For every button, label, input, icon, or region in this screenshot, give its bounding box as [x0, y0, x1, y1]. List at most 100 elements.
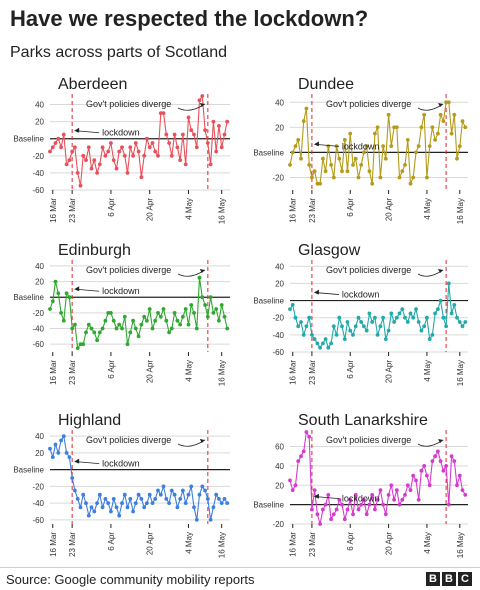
- data-point: [381, 315, 385, 320]
- data-point: [386, 328, 391, 333]
- data-point: [73, 322, 77, 327]
- data-point: [397, 502, 402, 507]
- data-point: [203, 128, 208, 133]
- data-point: [217, 124, 221, 128]
- y-tick-label: -20: [272, 520, 284, 529]
- data-point: [331, 512, 336, 517]
- data-point: [455, 315, 459, 320]
- data-point: [95, 171, 99, 175]
- lockdown-arrow: [315, 292, 339, 295]
- y-tick-label: -40: [32, 169, 44, 178]
- baseline-label: Baseline: [13, 135, 44, 144]
- data-point: [106, 311, 111, 315]
- data-point: [299, 454, 303, 459]
- y-tick-label: 20: [35, 449, 44, 458]
- data-point: [50, 299, 55, 303]
- data-point: [378, 175, 383, 180]
- data-point: [222, 314, 227, 319]
- data-point: [156, 153, 160, 158]
- data-point: [433, 454, 437, 459]
- data-point: [436, 449, 440, 454]
- data-point: [147, 145, 152, 150]
- lockdown-arrow: [76, 130, 100, 134]
- x-tick-label: 4 May: [423, 532, 432, 554]
- data-point: [95, 338, 99, 343]
- data-point: [86, 322, 91, 327]
- data-point: [175, 145, 180, 150]
- data-point: [133, 501, 138, 505]
- x-tick-label: 20 Apr: [385, 360, 394, 383]
- data-point: [301, 333, 306, 337]
- data-point: [164, 132, 169, 137]
- data-point: [452, 459, 457, 463]
- lockdown-arrow: [76, 461, 100, 465]
- data-point: [61, 132, 66, 137]
- data-point: [139, 175, 144, 180]
- data-point: [416, 497, 421, 502]
- data-point: [463, 125, 468, 130]
- data-point: [323, 502, 328, 507]
- data-point: [81, 342, 86, 347]
- data-point: [192, 132, 196, 137]
- data-point: [172, 311, 177, 315]
- data-point: [340, 324, 344, 329]
- data-point: [290, 303, 295, 307]
- data-point: [136, 492, 141, 497]
- data-point: [181, 488, 185, 493]
- data-point: [106, 501, 111, 505]
- data-point: [373, 131, 377, 136]
- data-point: [153, 497, 158, 501]
- data-point: [194, 326, 199, 331]
- data-point: [389, 311, 394, 316]
- data-point: [200, 94, 205, 98]
- data-point: [97, 162, 102, 167]
- data-point: [370, 493, 375, 497]
- data-point: [340, 169, 344, 174]
- data-point: [364, 144, 369, 149]
- data-point: [197, 492, 202, 497]
- data-point: [194, 517, 199, 522]
- data-point: [304, 106, 309, 111]
- data-point: [225, 119, 230, 124]
- data-point: [444, 464, 448, 468]
- y-tick-label: -60: [272, 348, 284, 357]
- data-point: [337, 156, 342, 161]
- data-point: [189, 484, 194, 489]
- data-point: [131, 509, 136, 514]
- data-point: [419, 125, 424, 130]
- lockdown-annotation: lockdown: [342, 494, 380, 504]
- x-tick-label: 6 Apr: [346, 360, 355, 379]
- data-point: [296, 138, 301, 142]
- data-point: [345, 169, 350, 174]
- data-point: [345, 320, 350, 324]
- y-tick-label: 20: [35, 118, 44, 127]
- data-point: [446, 100, 451, 105]
- data-point: [373, 315, 377, 320]
- data-point: [70, 476, 75, 480]
- data-point: [307, 163, 312, 167]
- data-point: [351, 333, 355, 337]
- x-tick-label: 6 Apr: [346, 532, 355, 551]
- lockdown-arrowhead: [74, 127, 80, 133]
- y-tick-label: -40: [32, 325, 44, 334]
- data-point: [342, 517, 347, 522]
- data-point: [307, 315, 312, 320]
- data-point: [449, 454, 454, 459]
- data-point: [452, 303, 457, 307]
- logo-letter: B: [442, 572, 456, 586]
- logo-letter: C: [458, 572, 472, 586]
- data-point: [351, 163, 355, 167]
- data-point: [329, 341, 333, 346]
- data-point: [329, 163, 333, 167]
- data-point: [397, 311, 402, 316]
- diverge-arrowhead: [199, 439, 205, 443]
- data-point: [53, 141, 58, 145]
- x-tick-label: 20 Apr: [146, 360, 155, 383]
- data-point: [114, 505, 119, 510]
- diverge-arrowhead: [438, 103, 444, 107]
- data-point: [142, 314, 147, 319]
- data-point: [139, 322, 144, 327]
- baseline-label: Baseline: [253, 501, 284, 510]
- data-point: [114, 326, 119, 331]
